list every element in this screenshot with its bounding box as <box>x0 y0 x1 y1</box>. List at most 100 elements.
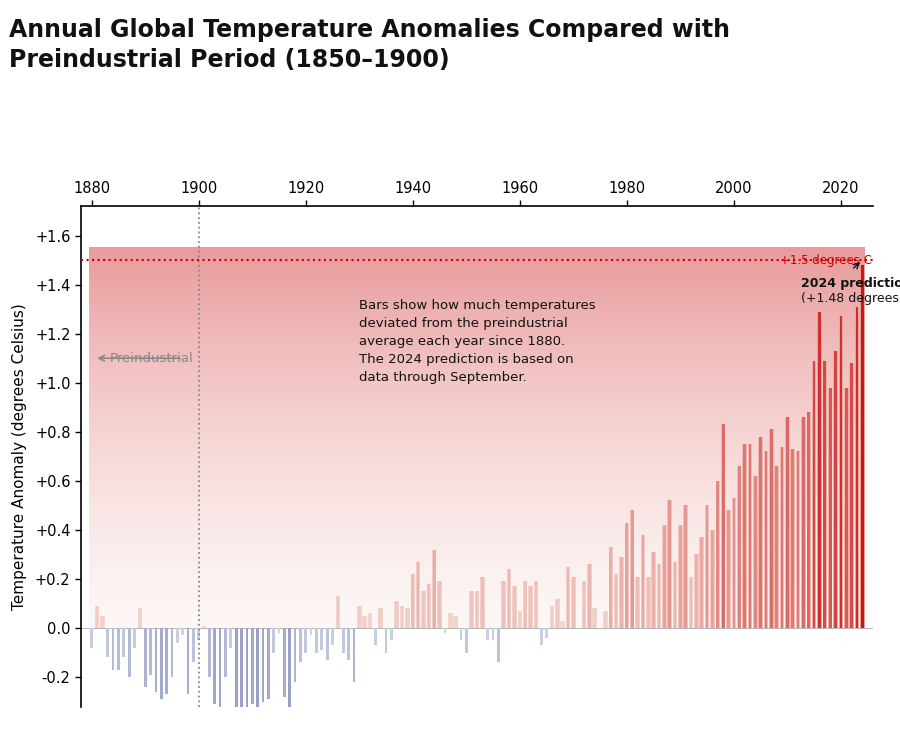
Bar <box>572 576 575 628</box>
Bar <box>528 587 533 628</box>
Bar <box>796 451 800 628</box>
Bar <box>518 611 522 628</box>
Bar <box>149 628 152 675</box>
Bar <box>475 591 479 628</box>
Bar <box>230 628 232 648</box>
Bar <box>631 510 634 628</box>
Bar <box>604 611 607 628</box>
Bar <box>646 576 651 628</box>
Bar <box>422 591 425 628</box>
Bar <box>246 628 248 712</box>
Bar <box>678 525 682 628</box>
Bar <box>501 581 506 628</box>
Bar <box>556 598 559 628</box>
Bar <box>636 576 639 628</box>
Bar <box>861 265 864 628</box>
Bar <box>448 613 453 628</box>
Bar <box>710 530 715 628</box>
Bar <box>555 598 560 628</box>
Bar <box>802 417 805 628</box>
Bar <box>395 601 398 628</box>
Bar <box>727 510 730 628</box>
Bar <box>283 628 285 697</box>
Text: +1.5 degrees C: +1.5 degrees C <box>780 254 872 266</box>
Bar <box>405 609 410 628</box>
Bar <box>288 628 291 714</box>
Bar <box>824 361 826 628</box>
Bar <box>733 498 735 628</box>
Bar <box>540 628 543 645</box>
Bar <box>90 628 93 648</box>
Bar <box>353 628 356 682</box>
Bar <box>117 628 120 670</box>
Bar <box>251 628 254 704</box>
Bar <box>410 574 415 628</box>
Bar <box>785 417 789 628</box>
Bar <box>742 444 747 628</box>
Bar <box>806 412 811 628</box>
Bar <box>615 574 617 628</box>
Bar <box>213 628 216 704</box>
Bar <box>491 628 494 640</box>
Bar <box>364 616 366 628</box>
Bar <box>444 628 446 633</box>
Bar <box>603 611 608 628</box>
Bar <box>122 628 125 657</box>
Bar <box>581 581 586 628</box>
Bar <box>347 628 350 660</box>
Bar <box>524 581 526 628</box>
Bar <box>855 307 860 628</box>
Bar <box>850 363 854 628</box>
Bar <box>683 506 688 628</box>
Bar <box>593 609 596 628</box>
Bar <box>716 481 720 628</box>
Bar <box>812 361 816 628</box>
Bar <box>138 609 142 628</box>
Bar <box>749 444 752 628</box>
Bar <box>791 449 794 628</box>
Bar <box>529 587 532 628</box>
Bar <box>202 626 206 628</box>
Bar <box>523 581 527 628</box>
Bar <box>304 628 307 653</box>
Bar <box>839 316 843 628</box>
Bar <box>277 628 281 633</box>
Bar <box>342 628 345 653</box>
Bar <box>421 591 426 628</box>
Bar <box>738 466 741 628</box>
Bar <box>721 425 725 628</box>
Bar <box>801 417 806 628</box>
Bar <box>833 351 838 628</box>
Bar <box>765 451 768 628</box>
Bar <box>326 628 328 660</box>
Bar <box>155 628 157 692</box>
Bar <box>550 606 554 628</box>
Bar <box>160 628 163 699</box>
Bar <box>592 609 597 628</box>
Bar <box>357 606 362 628</box>
Bar <box>497 628 500 662</box>
Bar <box>394 601 399 628</box>
Bar <box>470 591 474 628</box>
Bar <box>662 525 667 628</box>
Bar <box>507 569 511 628</box>
Bar <box>652 552 655 628</box>
Y-axis label: Temperature Anomaly (degrees Celsius): Temperature Anomaly (degrees Celsius) <box>12 303 27 609</box>
Bar <box>663 525 666 628</box>
Bar <box>561 620 565 628</box>
Bar <box>673 562 677 628</box>
Bar <box>587 565 591 628</box>
Bar <box>363 616 367 628</box>
Bar <box>652 552 656 628</box>
Bar <box>320 628 323 650</box>
Bar <box>711 530 714 628</box>
Text: Annual Global Temperature Anomalies Compared with: Annual Global Temperature Anomalies Comp… <box>9 18 730 43</box>
Bar <box>775 466 778 628</box>
Bar <box>197 628 200 640</box>
Bar <box>668 500 672 628</box>
Bar <box>608 547 613 628</box>
Bar <box>641 535 645 628</box>
Bar <box>176 628 179 643</box>
Bar <box>860 265 865 628</box>
Bar <box>642 535 644 628</box>
